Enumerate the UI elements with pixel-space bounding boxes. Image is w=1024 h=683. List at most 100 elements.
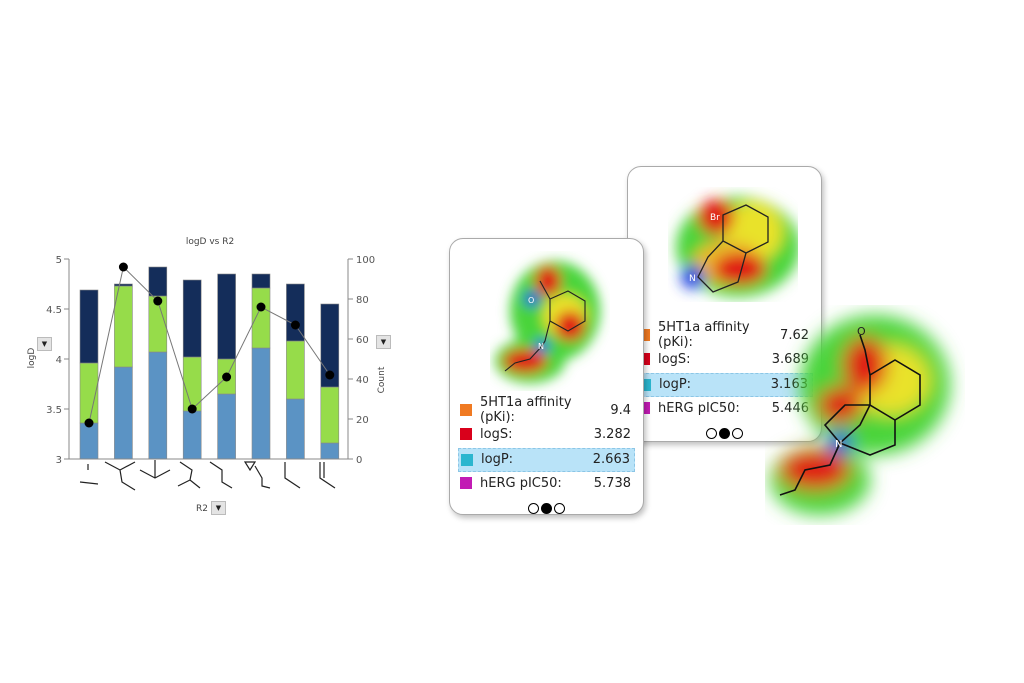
x-axis-label: R2 [196,504,208,514]
r2-substituent-structure [139,460,171,479]
molecule-heatmap: Br N [676,197,798,297]
bar-segment-upper[interactable] [251,273,271,289]
y-tick-label: 5 [56,255,62,266]
r2-substituent-structure [209,461,233,489]
r2-substituent-structure [319,462,336,489]
property-row[interactable]: hERG pIC50: 5.738 [458,472,635,494]
count-point[interactable] [256,302,266,312]
pagination-dots [628,424,821,443]
bars [79,266,340,460]
y-axis-label: logD [27,348,37,369]
bar-segment-lower[interactable] [114,366,133,460]
atom-label-n: N [538,342,544,351]
chart-title: logD vs R2 [186,237,234,247]
molecule-heatmap: O N [495,261,600,383]
molecule-card-1[interactable]: O N 5HT1a affinity (pKi): 9.4 logS: 3.282 lo… [449,238,644,515]
property-label: logS: [658,351,691,367]
atom-label-n: N [689,274,696,284]
count-point[interactable] [153,296,163,306]
count-point[interactable] [84,418,94,428]
bar-segment-middle[interactable] [114,285,133,368]
y2-axis-label: Count [377,366,387,393]
y-tick-label: 3.5 [46,405,62,416]
property-row[interactable]: 5HT1a affinity (pKi): 7.62 [636,320,813,350]
page-dot[interactable] [706,427,717,439]
property-row[interactable]: logP: 2.663 [458,447,635,472]
atom-label-n: N [835,439,842,450]
page-dot[interactable] [732,427,743,439]
y2-tick-label: 80 [356,295,369,306]
bar-segment-upper[interactable] [182,279,202,358]
property-value: 3.282 [593,426,631,442]
property-value: 2.663 [592,452,630,468]
count-point[interactable] [290,320,300,330]
bar-segment-upper[interactable] [114,283,133,287]
page-dot[interactable] [554,502,565,514]
molecule-card-2[interactable]: Br N 5HT1a affinity (pKi): 7.62 logS: 3.689… [627,166,822,442]
property-label: 5HT1a affinity (pKi): [480,395,572,425]
y2-tick-label: 0 [356,455,362,466]
color-swatch [460,428,472,441]
y-tick-label: 4.5 [46,305,62,316]
color-swatch [460,477,472,490]
bar-segment-upper[interactable] [79,289,99,364]
property-value: 5.738 [593,475,631,491]
x-axis-dropdown[interactable]: ▼ [211,501,226,515]
y2-axis-dropdown[interactable]: ▼ [376,335,391,349]
property-row[interactable]: logS: 3.282 [458,423,635,445]
bar-segment-middle[interactable] [320,386,340,444]
property-label: hERG pIC50: [658,400,740,416]
r2-substituent-structure [284,462,301,489]
property-value: 3.689 [771,351,809,367]
y-tick-label: 4 [56,355,62,366]
bar-segment-lower[interactable] [320,442,340,460]
count-points [84,262,335,428]
count-point[interactable] [222,372,232,382]
r2-substituent-structure [177,461,201,489]
bar-segment-middle[interactable] [251,287,271,349]
bar-segment-lower[interactable] [251,347,271,460]
property-row[interactable]: hERG pIC50: 5.446 [636,397,813,419]
bar-segment-upper[interactable] [217,273,236,360]
color-swatch [461,453,473,466]
pagination-dots [450,499,643,518]
y-tick-label: 3 [56,455,62,466]
property-value: 9.4 [610,402,631,418]
bar-segment-upper[interactable] [320,303,340,388]
r2-structure-labels [79,460,336,491]
property-label: logS: [480,426,513,442]
atom-label-br: Br [710,213,720,223]
r2-substituent-structure [104,461,136,491]
y2-tick-label: 100 [356,255,375,266]
count-point[interactable] [118,262,128,272]
page-dot[interactable] [541,502,552,514]
page-dot[interactable] [719,427,730,439]
bar-segment-middle[interactable] [286,340,305,400]
property-label: logP: [659,377,692,393]
bar-segment-lower[interactable] [148,351,168,460]
property-label: 5HT1a affinity (pKi): [658,320,750,350]
bar-segment-lower[interactable] [182,410,202,460]
axes [68,259,349,460]
y2-tick-label: 60 [356,335,369,346]
bar-segment-upper[interactable] [148,266,168,297]
bar-segment-lower[interactable] [286,398,305,460]
count-line [88,266,331,424]
property-row[interactable]: 5HT1a affinity (pKi): 9.4 [458,395,635,425]
bar-segment-lower[interactable] [79,422,99,460]
property-label: logP: [481,452,514,468]
bar-segment-lower[interactable] [217,393,236,460]
atom-label-o: O [857,325,866,338]
color-swatch [460,404,472,416]
count-point[interactable] [187,404,197,414]
property-value: 3.163 [770,377,808,393]
bar-segment-upper[interactable] [286,283,305,342]
r2-substituent-structure [79,464,99,485]
page-dot[interactable] [528,502,539,514]
y-axis-dropdown[interactable]: ▼ [37,337,52,351]
y2-tick-label: 20 [356,415,369,426]
logd-vs-r2-chart: logD vs R2 5 4.5 4 3.5 3 100 80 60 40 20 0 logD C… [27,237,387,514]
count-point[interactable] [325,370,335,380]
large-molecule-heatmap: O N [770,315,950,515]
atom-label-o: O [528,296,534,305]
